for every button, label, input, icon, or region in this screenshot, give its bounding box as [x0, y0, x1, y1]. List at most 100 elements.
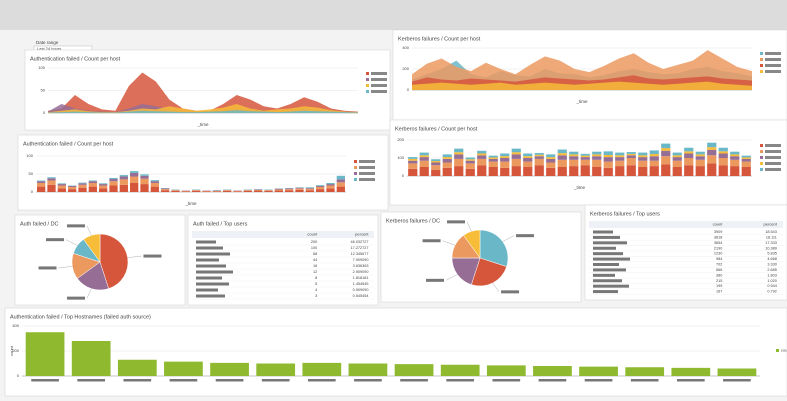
bar-segment: [109, 185, 118, 192]
bar-segment: [718, 147, 728, 152]
bar-segment: [78, 183, 87, 185]
table-cell: 12: [313, 270, 317, 274]
bar-segment: [649, 156, 659, 161]
x-tick-label: [123, 379, 152, 382]
legend-label: [765, 168, 781, 171]
bar-segment: [454, 148, 464, 153]
bar-segment: [684, 147, 694, 152]
bar-segment: [707, 155, 717, 164]
pie-leader: [445, 274, 458, 281]
bar-segment: [316, 185, 325, 186]
legend-swatch: [366, 90, 369, 93]
bar-segment: [419, 167, 429, 176]
bar-segment: [47, 177, 56, 179]
bar-segment: [295, 189, 304, 192]
bar-segment: [718, 151, 728, 154]
bar-segment: [442, 154, 452, 158]
table-cell: 3.636363: [353, 264, 369, 268]
bar-segment: [431, 169, 441, 176]
bar-segment: [454, 158, 464, 167]
bar-segment: [592, 154, 602, 157]
bar-segment: [109, 181, 118, 186]
bar: [394, 364, 434, 376]
table-cell: 18.543: [765, 230, 777, 234]
pie-leader: [466, 221, 472, 232]
bar-segment: [707, 163, 717, 176]
bar-segment: [243, 190, 252, 192]
bar-segment: [534, 152, 544, 155]
bar-segment: [305, 187, 314, 189]
column-header: count: [713, 222, 724, 227]
bar: [440, 364, 480, 376]
bar-segment: [442, 157, 452, 159]
legend-label: [765, 162, 781, 165]
pie-label: [67, 296, 86, 300]
bar-segment: [477, 150, 487, 154]
bar-segment: [88, 181, 97, 183]
bar-segment: [130, 171, 139, 173]
bar-segment: [336, 186, 345, 192]
legend-swatch: [760, 150, 763, 153]
table-cell: 12.345677: [351, 252, 369, 256]
x-tick-label: [630, 379, 659, 382]
bar-segment: [718, 158, 728, 166]
bar-segment: [465, 160, 475, 164]
bar-segment: [557, 159, 567, 167]
bar-segment: [684, 158, 694, 166]
y-tick-label: 100: [26, 153, 33, 158]
bar-segment: [557, 167, 567, 176]
bar-segment: [707, 149, 717, 156]
panel-title: Authentication failed / Count per host: [23, 141, 114, 147]
table-cell: 200: [311, 240, 317, 244]
bar-segment: [569, 156, 579, 160]
bar-segment: [592, 151, 602, 155]
bar-segment: [295, 188, 304, 190]
bar-segment: [546, 154, 556, 158]
table-cell: 17.272727: [351, 246, 369, 250]
user-name: [593, 290, 618, 294]
bar-segment: [695, 159, 705, 167]
user-name: [196, 252, 230, 256]
dropdown-value[interactable]: Last 24 hours: [37, 46, 61, 51]
table-cell: 380: [716, 273, 722, 277]
bar-segment: [580, 153, 590, 156]
bar-segment: [718, 153, 728, 158]
bar-segment: [626, 158, 636, 166]
bar-segment: [243, 190, 252, 191]
bar-segment: [511, 158, 521, 167]
user-name: [196, 294, 225, 298]
bar-segment: [150, 183, 159, 187]
bar-segment: [119, 175, 128, 177]
bar-segment: [140, 178, 149, 185]
x-tick-label: [584, 379, 613, 382]
user-name: [196, 282, 229, 286]
legend-swatch: [760, 58, 763, 61]
panel-title: Kerberos failures / Count per host: [398, 36, 481, 42]
bar-segment: [442, 167, 452, 176]
user-name: [196, 240, 216, 244]
bar-segment: [419, 152, 429, 156]
legend-label: [765, 156, 781, 159]
legend-label: [765, 58, 781, 61]
x-tick-label: [261, 379, 290, 382]
table-cell: 984: [716, 257, 722, 261]
table-cell: 7.909090: [353, 258, 369, 262]
bar-segment: [212, 191, 221, 192]
pie-leader: [58, 266, 73, 269]
bar-segment: [741, 161, 751, 167]
bar-segment: [130, 176, 139, 183]
table-cell: 3654: [714, 241, 722, 245]
y-tick-label: 0: [31, 189, 34, 194]
bar-segment: [119, 179, 128, 185]
y-tick-label: 0: [402, 173, 405, 178]
bar-segment: [47, 184, 56, 192]
bar-segment: [326, 185, 335, 189]
bar: [486, 365, 526, 376]
user-name: [593, 273, 615, 277]
bar-segment: [523, 161, 533, 167]
bar-segment: [546, 162, 556, 168]
bar-segment: [603, 151, 613, 155]
bar-segment: [254, 189, 263, 191]
panel-title: Kerberos failures / DC: [386, 218, 440, 224]
bar-segment: [37, 181, 46, 183]
